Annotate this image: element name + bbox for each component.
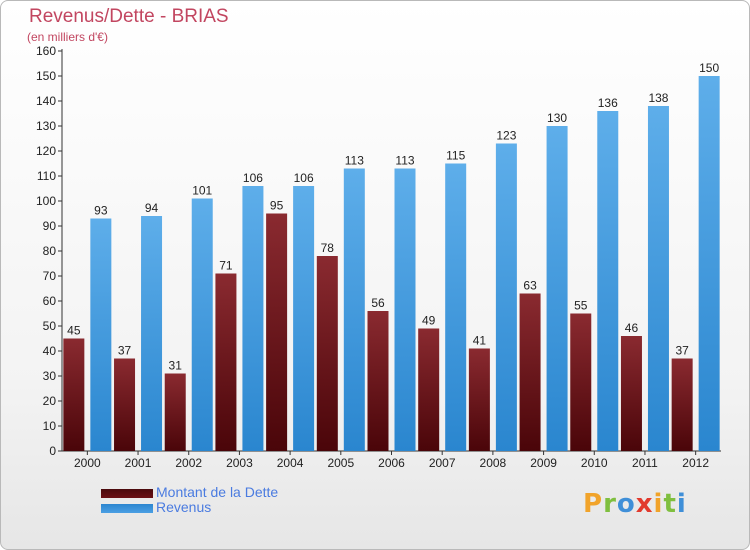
x-tick-label: 2011 — [632, 456, 658, 470]
bar-revenus — [242, 186, 264, 451]
y-tick-label: 160 — [36, 44, 56, 58]
value-label-revenus: 130 — [547, 111, 567, 125]
bar-revenus — [597, 111, 619, 451]
logo-letter: x — [635, 489, 654, 519]
logo-letter: r — [603, 489, 617, 519]
value-label-dette: 45 — [67, 324, 81, 338]
bar-dette — [266, 213, 288, 451]
bar-dette — [164, 373, 186, 451]
legend-label-dette: Montant de la Dette — [156, 484, 279, 500]
y-tick-label: 150 — [36, 69, 56, 83]
bar-revenus — [495, 143, 517, 451]
bar-revenus — [141, 216, 163, 451]
y-tick-label: 120 — [36, 144, 56, 158]
logo-letter: o — [616, 489, 636, 519]
value-label-dette: 55 — [574, 299, 588, 313]
y-tick-label: 30 — [43, 369, 57, 383]
y-tick-label: 100 — [36, 194, 56, 208]
bar-revenus — [90, 218, 112, 451]
x-tick-label: 2007 — [429, 456, 456, 470]
value-label-revenus: 138 — [648, 91, 668, 105]
value-label-revenus: 150 — [699, 61, 719, 75]
value-label-revenus: 113 — [395, 154, 414, 168]
value-label-dette: 31 — [169, 359, 183, 373]
bar-dette — [468, 348, 490, 451]
value-label-dette: 37 — [118, 344, 132, 358]
y-tick-label: 40 — [43, 344, 57, 358]
logo-letter: t — [663, 489, 677, 519]
bar-dette — [519, 293, 541, 451]
value-label-dette: 49 — [422, 314, 436, 328]
x-tick-label: 2004 — [277, 456, 304, 470]
value-label-dette: 56 — [371, 296, 385, 310]
bar-revenus — [343, 168, 365, 451]
proxiti-logo: Proxiti — [583, 489, 687, 519]
value-label-dette: 95 — [270, 199, 284, 213]
bar-revenus — [698, 76, 720, 451]
x-tick-label: 2001 — [125, 456, 152, 470]
x-tick-label: 2000 — [74, 456, 101, 470]
value-label-dette: 37 — [675, 344, 689, 358]
logo-letter: i — [676, 489, 687, 519]
y-tick-label: 90 — [43, 219, 57, 233]
value-label-revenus: 136 — [598, 96, 618, 110]
y-tick-label: 80 — [43, 244, 57, 258]
y-tick-label: 0 — [49, 444, 56, 458]
y-tick-label: 20 — [43, 394, 57, 408]
chart-title: Revenus/Dette - BRIAS — [29, 6, 229, 27]
bar-dette — [671, 358, 693, 451]
x-tick-label: 2008 — [480, 456, 507, 470]
value-label-revenus: 101 — [192, 184, 212, 198]
bar-revenus — [445, 163, 467, 451]
value-label-revenus: 106 — [243, 171, 263, 185]
y-tick-label: 140 — [36, 94, 56, 108]
chart-subtitle: (en milliers d'€) — [27, 30, 108, 44]
legend-swatch-revenus — [101, 504, 153, 513]
value-label-dette: 63 — [523, 279, 537, 293]
x-tick-label: 2012 — [682, 456, 709, 470]
bar-revenus — [647, 106, 669, 451]
value-label-dette: 46 — [625, 321, 639, 335]
bar-revenus — [191, 198, 213, 451]
bar-dette — [570, 313, 592, 451]
bar-dette — [418, 328, 440, 451]
value-label-revenus: 115 — [446, 149, 465, 163]
x-tick-label: 2005 — [327, 456, 354, 470]
value-label-dette: 71 — [219, 259, 233, 273]
bar-revenus — [394, 168, 416, 451]
bar-revenus — [546, 126, 568, 451]
value-label-revenus: 106 — [294, 171, 314, 185]
value-label-dette: 41 — [473, 334, 487, 348]
y-tick-label: 70 — [43, 269, 57, 283]
bar-dette — [620, 336, 642, 451]
bar-dette — [114, 358, 136, 451]
x-tick-label: 2002 — [175, 456, 202, 470]
y-tick-label: 60 — [43, 294, 57, 308]
bar-dette — [316, 256, 338, 451]
value-label-revenus: 123 — [496, 129, 516, 143]
y-tick-label: 110 — [37, 169, 56, 183]
logo-letter: P — [583, 489, 604, 519]
value-label-revenus: 113 — [345, 154, 364, 168]
value-label-revenus: 93 — [94, 204, 108, 218]
bar-dette — [63, 338, 85, 451]
bar-dette — [215, 273, 237, 451]
value-label-dette: 78 — [321, 241, 335, 255]
x-tick-label: 2010 — [581, 456, 608, 470]
x-tick-label: 2003 — [226, 456, 253, 470]
x-tick-label: 2009 — [530, 456, 557, 470]
y-tick-label: 50 — [43, 319, 57, 333]
logo-letter: i — [653, 489, 664, 519]
legend-label-revenus: Revenus — [156, 499, 212, 515]
value-label-revenus: 94 — [145, 201, 159, 215]
bar-revenus — [293, 186, 315, 451]
bar-dette — [367, 311, 389, 451]
legend-swatch-dette — [101, 489, 153, 498]
y-tick-label: 130 — [36, 119, 56, 133]
y-tick-label: 10 — [43, 419, 57, 433]
x-tick-label: 2006 — [378, 456, 405, 470]
